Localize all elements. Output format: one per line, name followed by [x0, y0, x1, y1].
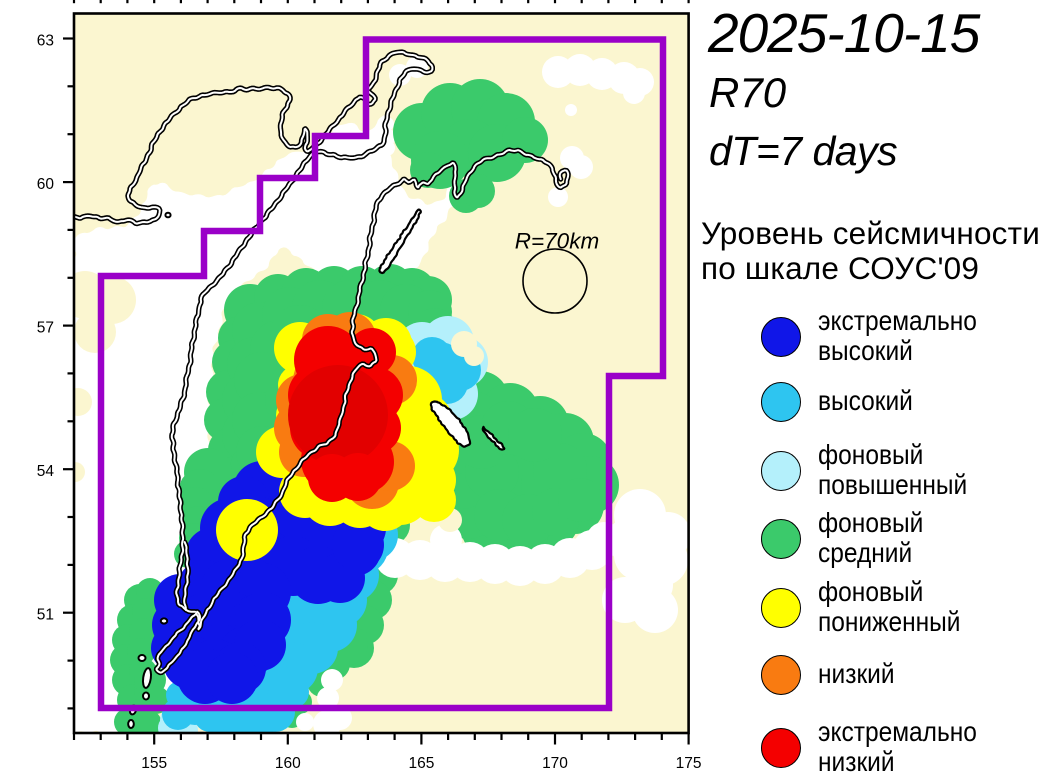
svg-text:155: 155 [141, 755, 167, 772]
svg-text:165: 165 [408, 755, 434, 772]
svg-text:51: 51 [37, 607, 54, 624]
svg-text:57: 57 [37, 320, 54, 337]
svg-text:60: 60 [37, 176, 55, 193]
svg-text:R=70km: R=70km [515, 229, 599, 254]
svg-text:54: 54 [37, 463, 55, 480]
svg-text:170: 170 [542, 755, 568, 772]
svg-text:63: 63 [37, 33, 54, 50]
svg-text:175: 175 [676, 755, 702, 772]
svg-text:160: 160 [275, 755, 301, 772]
